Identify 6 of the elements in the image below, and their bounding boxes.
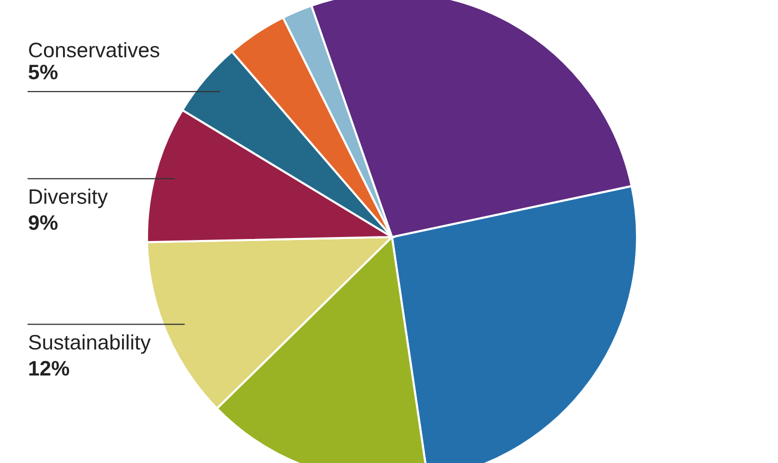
slice-label: Conservatives (29, 42, 160, 58)
data-label: 9% (28, 215, 58, 230)
slice-label: Sustainability (28, 334, 151, 354)
data-label: 5% (28, 64, 58, 80)
slice-label: Diversity (30, 188, 108, 208)
data-label: 12% (29, 360, 70, 376)
